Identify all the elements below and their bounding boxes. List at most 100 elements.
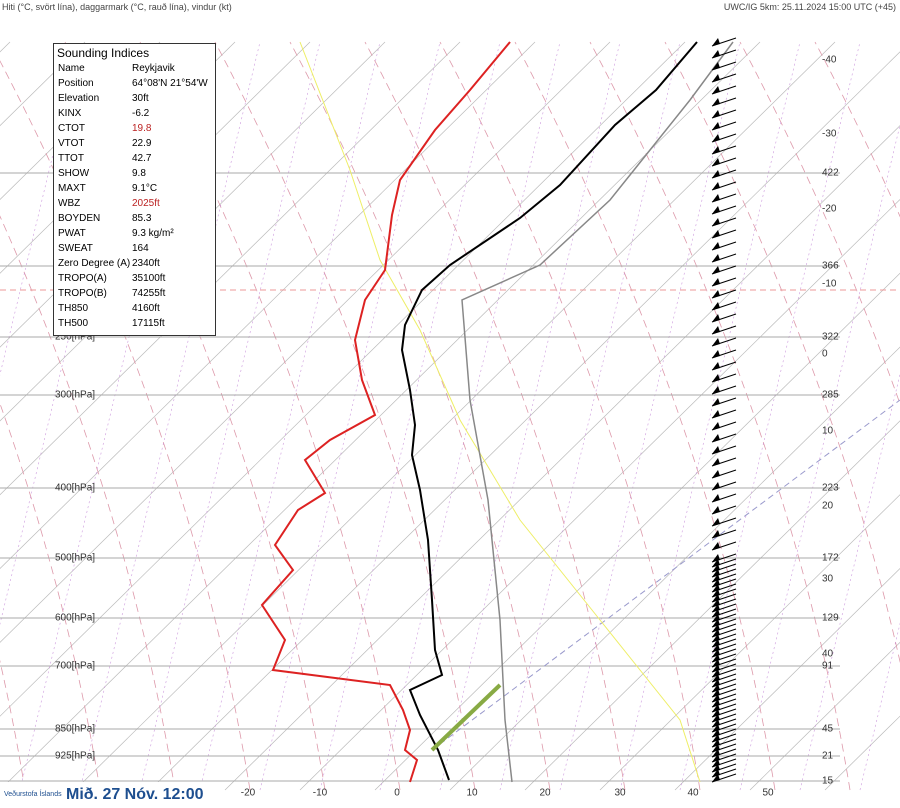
index-row: Name Reykjavik (54, 61, 215, 76)
barb-flag (712, 242, 720, 250)
mixing-line (559, 41, 741, 791)
temperature-label: 30 (614, 788, 626, 799)
right-label: 129 (822, 613, 839, 624)
mixing-line (79, 41, 261, 791)
right-label: 285 (822, 390, 839, 401)
header-run: UWC/IG 5km: 25.11.2024 15:00 UTC (+45) (723, 2, 896, 12)
barb-flag (712, 422, 720, 430)
index-row: SWEAT 164 (54, 241, 215, 256)
right-label: 223 (822, 483, 839, 494)
dry-adiabat (0, 60, 251, 791)
barb-flag (712, 290, 720, 298)
temperature-label: 20 (539, 788, 551, 799)
index-row: PWAT 9.3 kg/m² (54, 226, 215, 241)
isotherm (449, 346, 900, 791)
pressure-label: 300[hPa] (55, 390, 95, 401)
barb-flag (712, 446, 720, 454)
index-row: TH850 4160ft (54, 301, 215, 316)
isotherm (0, 41, 761, 791)
right-label: -40 (822, 55, 837, 66)
dry-adiabat (589, 41, 851, 791)
barb-flag (712, 326, 720, 334)
index-value: 9.8 (132, 168, 146, 179)
index-key: BOYDEN (58, 213, 101, 224)
right-label: -20 (822, 204, 837, 215)
index-key: TROPO(B) (58, 288, 107, 299)
dry-adiabat (364, 41, 626, 791)
index-key: KINX (58, 108, 82, 119)
isotherm (524, 420, 900, 791)
parcel-line (461, 41, 734, 783)
right-label: 30 (822, 574, 834, 585)
dry-adiabat (439, 41, 701, 791)
isotherm (224, 125, 900, 791)
right-label: -30 (822, 129, 837, 140)
right-label: 91 (822, 661, 834, 672)
dry-adiabat (214, 41, 476, 791)
barb-flag (712, 470, 720, 478)
isotherm (674, 568, 900, 791)
temperature-label: 40 (687, 788, 699, 799)
dry-adiabat (664, 41, 900, 664)
barb-flag (712, 254, 720, 262)
valid-time: Mið. 27 Nóv. 12:00 (66, 786, 204, 803)
dry-adiabat (289, 41, 551, 791)
temperature-label: -10 (313, 788, 328, 799)
index-value: 35100ft (132, 273, 166, 284)
mixing-line (139, 41, 321, 791)
dry-adiabats (0, 41, 900, 791)
temperature-label: 0 (394, 788, 400, 799)
index-value: 42.7 (132, 153, 152, 164)
index-value: 19.8 (132, 123, 152, 134)
wind-barbs (711, 37, 737, 783)
mixing-line (679, 41, 861, 791)
barb-flag (712, 98, 720, 106)
isotherm (0, 41, 461, 496)
right-label: 45 (822, 724, 834, 735)
index-value: -6.2 (132, 108, 150, 119)
index-row: Position 64°08'N 21°54'W (54, 76, 215, 91)
barb-flag (712, 350, 720, 358)
index-value: 30ft (132, 93, 149, 104)
index-row: KINX -6.2 (54, 106, 215, 121)
barb-flag (712, 218, 720, 226)
barb-flag (712, 266, 720, 274)
index-row: WBZ 2025ft (54, 196, 215, 211)
index-key: SWEAT (58, 243, 93, 254)
mixing-line (319, 41, 501, 791)
barb-flag (712, 774, 720, 782)
index-row: CTOT 19.8 (54, 121, 215, 136)
isotherm (749, 641, 900, 791)
barb-flag (712, 410, 720, 418)
barb-flag (712, 170, 720, 178)
barb-flag (712, 362, 720, 370)
barb-flag (712, 230, 720, 238)
dewpoint-line (260, 41, 511, 783)
barb-flag (712, 398, 720, 406)
dry-adiabat (0, 659, 26, 791)
barb-flag (712, 50, 720, 58)
mixing-line (199, 41, 381, 791)
index-row: BOYDEN 85.3 (54, 211, 215, 226)
right-label: 15 (822, 776, 834, 787)
temperature-label: 50 (762, 788, 774, 799)
temperature-line (400, 41, 698, 781)
pressure-label: 500[hPa] (55, 553, 95, 564)
barb-flag (712, 146, 720, 154)
header-title: Hiti (°C, svört lína), daggarmark (°C, r… (2, 2, 232, 12)
dry-adiabat (64, 41, 326, 791)
index-key: WBZ (58, 198, 81, 209)
pressure-label: 700[hPa] (55, 661, 95, 672)
mixing-line (859, 622, 900, 791)
right-label: 21 (822, 751, 834, 762)
index-value: 22.9 (132, 138, 152, 149)
panel-title: Sounding Indices (57, 46, 150, 60)
mixing-line (439, 41, 621, 791)
barb-flag (712, 134, 720, 142)
index-key: VTOT (58, 138, 85, 149)
right-label: 322 (822, 332, 839, 343)
barb-flag (712, 182, 720, 190)
right-label: 40 (822, 649, 834, 660)
index-value: 164 (132, 243, 149, 254)
